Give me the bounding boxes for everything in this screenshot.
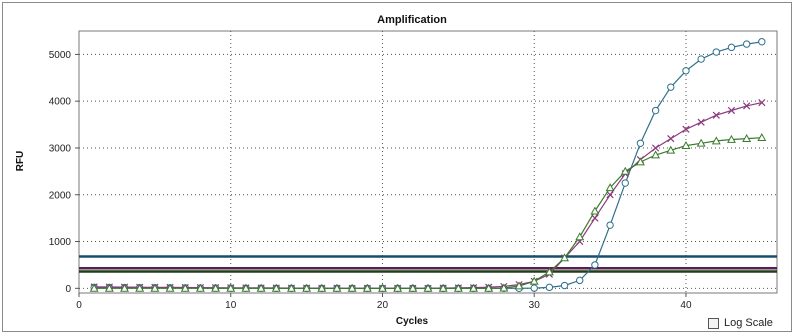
data-point [530,284,538,292]
data-point [606,221,614,229]
data-point [666,145,676,154]
data-point [302,283,312,292]
data-point [621,179,629,187]
tick-labels: 0 10 20 30 40 0 1000 2000 3000 4000 5000 [49,50,692,311]
data-point [499,283,509,292]
data-point [332,283,342,292]
plot-area [78,30,778,294]
amplification-chart: Amplification RFU Cycles 0 10 20 30 40 0 1000 2… [15,14,778,327]
data-point [651,144,660,152]
x-tick-label: 10 [225,300,237,311]
data-point [514,281,524,290]
x-axis-label: Cycles [396,316,429,327]
data-point [484,283,494,292]
data-point [256,283,266,292]
data-point [712,111,720,119]
data-point [651,106,660,115]
data-point [696,138,706,147]
data-point [135,283,145,292]
data-point [575,232,585,241]
data-point [195,283,205,292]
y-tick-label: 0 [65,284,71,295]
data-point [667,134,675,143]
data-point [681,140,691,150]
data-point [544,267,554,276]
data-point [727,106,736,115]
data-point [453,283,463,292]
data-point [758,98,766,107]
data-point [469,283,478,292]
data-point [605,183,615,192]
x-tick-label: 30 [529,300,541,311]
data-point [423,283,433,292]
data-point [378,283,387,292]
data-point [560,253,570,262]
data-point [576,276,584,285]
data-point [742,133,752,142]
data-point [317,283,327,292]
data-point [682,125,690,133]
data-point [104,283,114,292]
chart-panel: Amplification RFU Cycles 0 10 20 30 40 0 1000 2… [2,2,792,332]
data-point [393,283,403,292]
data-point [591,214,599,222]
data-point [636,139,645,147]
chart-title: Amplification [377,14,447,26]
data-point [727,43,736,52]
data-point [545,283,554,292]
data-point [758,38,766,46]
data-point [743,102,751,110]
log-scale-label: Log Scale [724,317,773,329]
data-point [620,166,630,175]
y-tick-label: 4000 [49,97,72,108]
x-tick-label: 0 [76,300,82,311]
data-point [667,83,675,91]
y-tick-label: 5000 [49,50,72,61]
data-point [271,283,281,292]
data-point [651,150,661,159]
data-point [697,118,705,126]
series-lines [89,38,767,293]
y-tick-label: 3000 [49,143,72,154]
data-point [590,206,600,215]
log-scale-toggle[interactable]: Log Scale [708,317,773,329]
data-point [347,283,357,292]
data-point [606,191,614,199]
data-point [682,67,690,75]
data-point [241,283,251,292]
data-point [408,283,418,292]
y-tick-label: 2000 [49,190,72,201]
data-point [89,283,99,292]
log-scale-checkbox[interactable] [708,317,719,329]
data-point [742,40,751,48]
x-tick-label: 40 [680,300,692,311]
data-point [591,261,599,269]
data-point [757,133,767,142]
data-point [560,281,569,290]
x-tick-label: 20 [377,300,389,311]
data-point [165,283,175,292]
data-point [711,136,721,145]
data-point [529,276,539,285]
data-point [211,283,221,292]
data-point [180,283,190,292]
data-point [727,134,736,143]
data-point [697,55,705,63]
data-point [362,283,372,292]
data-point [286,283,296,292]
threshold-lines [79,255,777,273]
data-point [120,283,129,292]
data-point [150,283,160,292]
data-point [438,283,448,292]
y-axis-label: RFU [15,151,26,172]
y-tick-label: 1000 [49,237,72,248]
data-point [712,48,721,56]
series-triangle [89,133,767,292]
data-point [635,157,645,166]
data-point [226,283,236,292]
